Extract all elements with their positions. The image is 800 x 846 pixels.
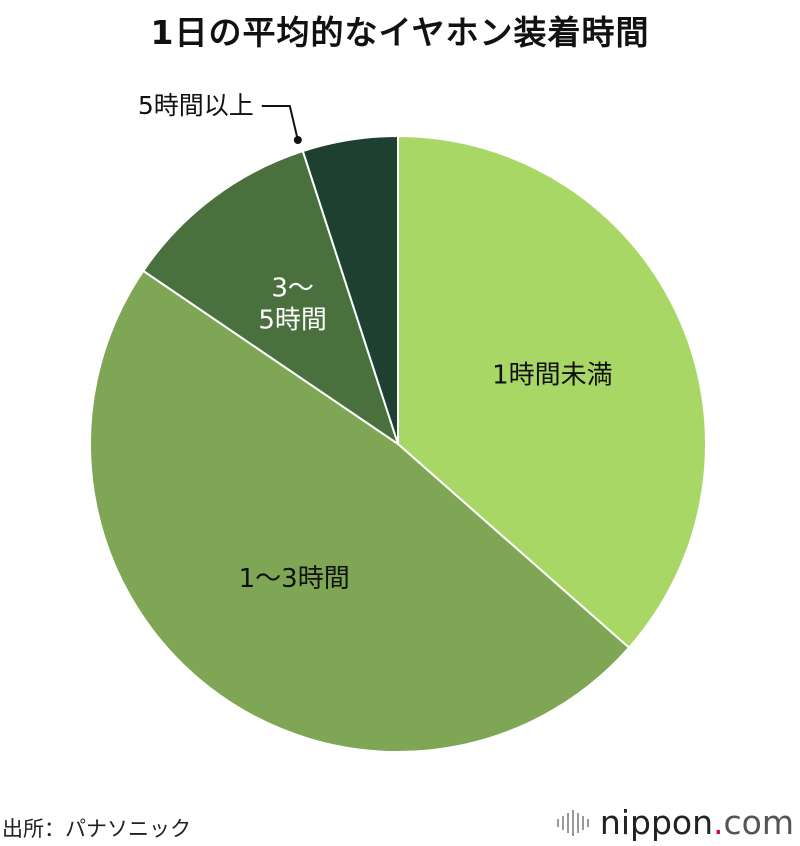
slice-label-1: 1時間未満 [492,360,613,390]
pie-slice-2 [89,269,631,754]
logo-bars-icon [556,809,592,836]
logo-tld: com [723,803,794,842]
callout-line [261,105,299,141]
slice-label-4: 5時間以上 [138,91,254,120]
nippon-logo: nippon. com [556,803,794,842]
pie-chart: 1時間未満 1〜3時間 3〜 5時間 5時間以上 [89,91,707,754]
pie-slice-4 [301,134,399,445]
logo-text: nippon [599,803,714,842]
slice-label-3: 3〜 5時間 [258,274,327,336]
pie-slice-1 [397,134,707,650]
source-note: 出所：パナソニック [2,817,191,841]
callout-dot [293,136,302,144]
pie-slice-3 [141,149,400,447]
logo-dot: . [713,803,724,842]
slice-label-2: 1〜3時間 [239,564,350,594]
chart-title: 1日の平均的なイヤホン装着時間 [150,13,650,52]
